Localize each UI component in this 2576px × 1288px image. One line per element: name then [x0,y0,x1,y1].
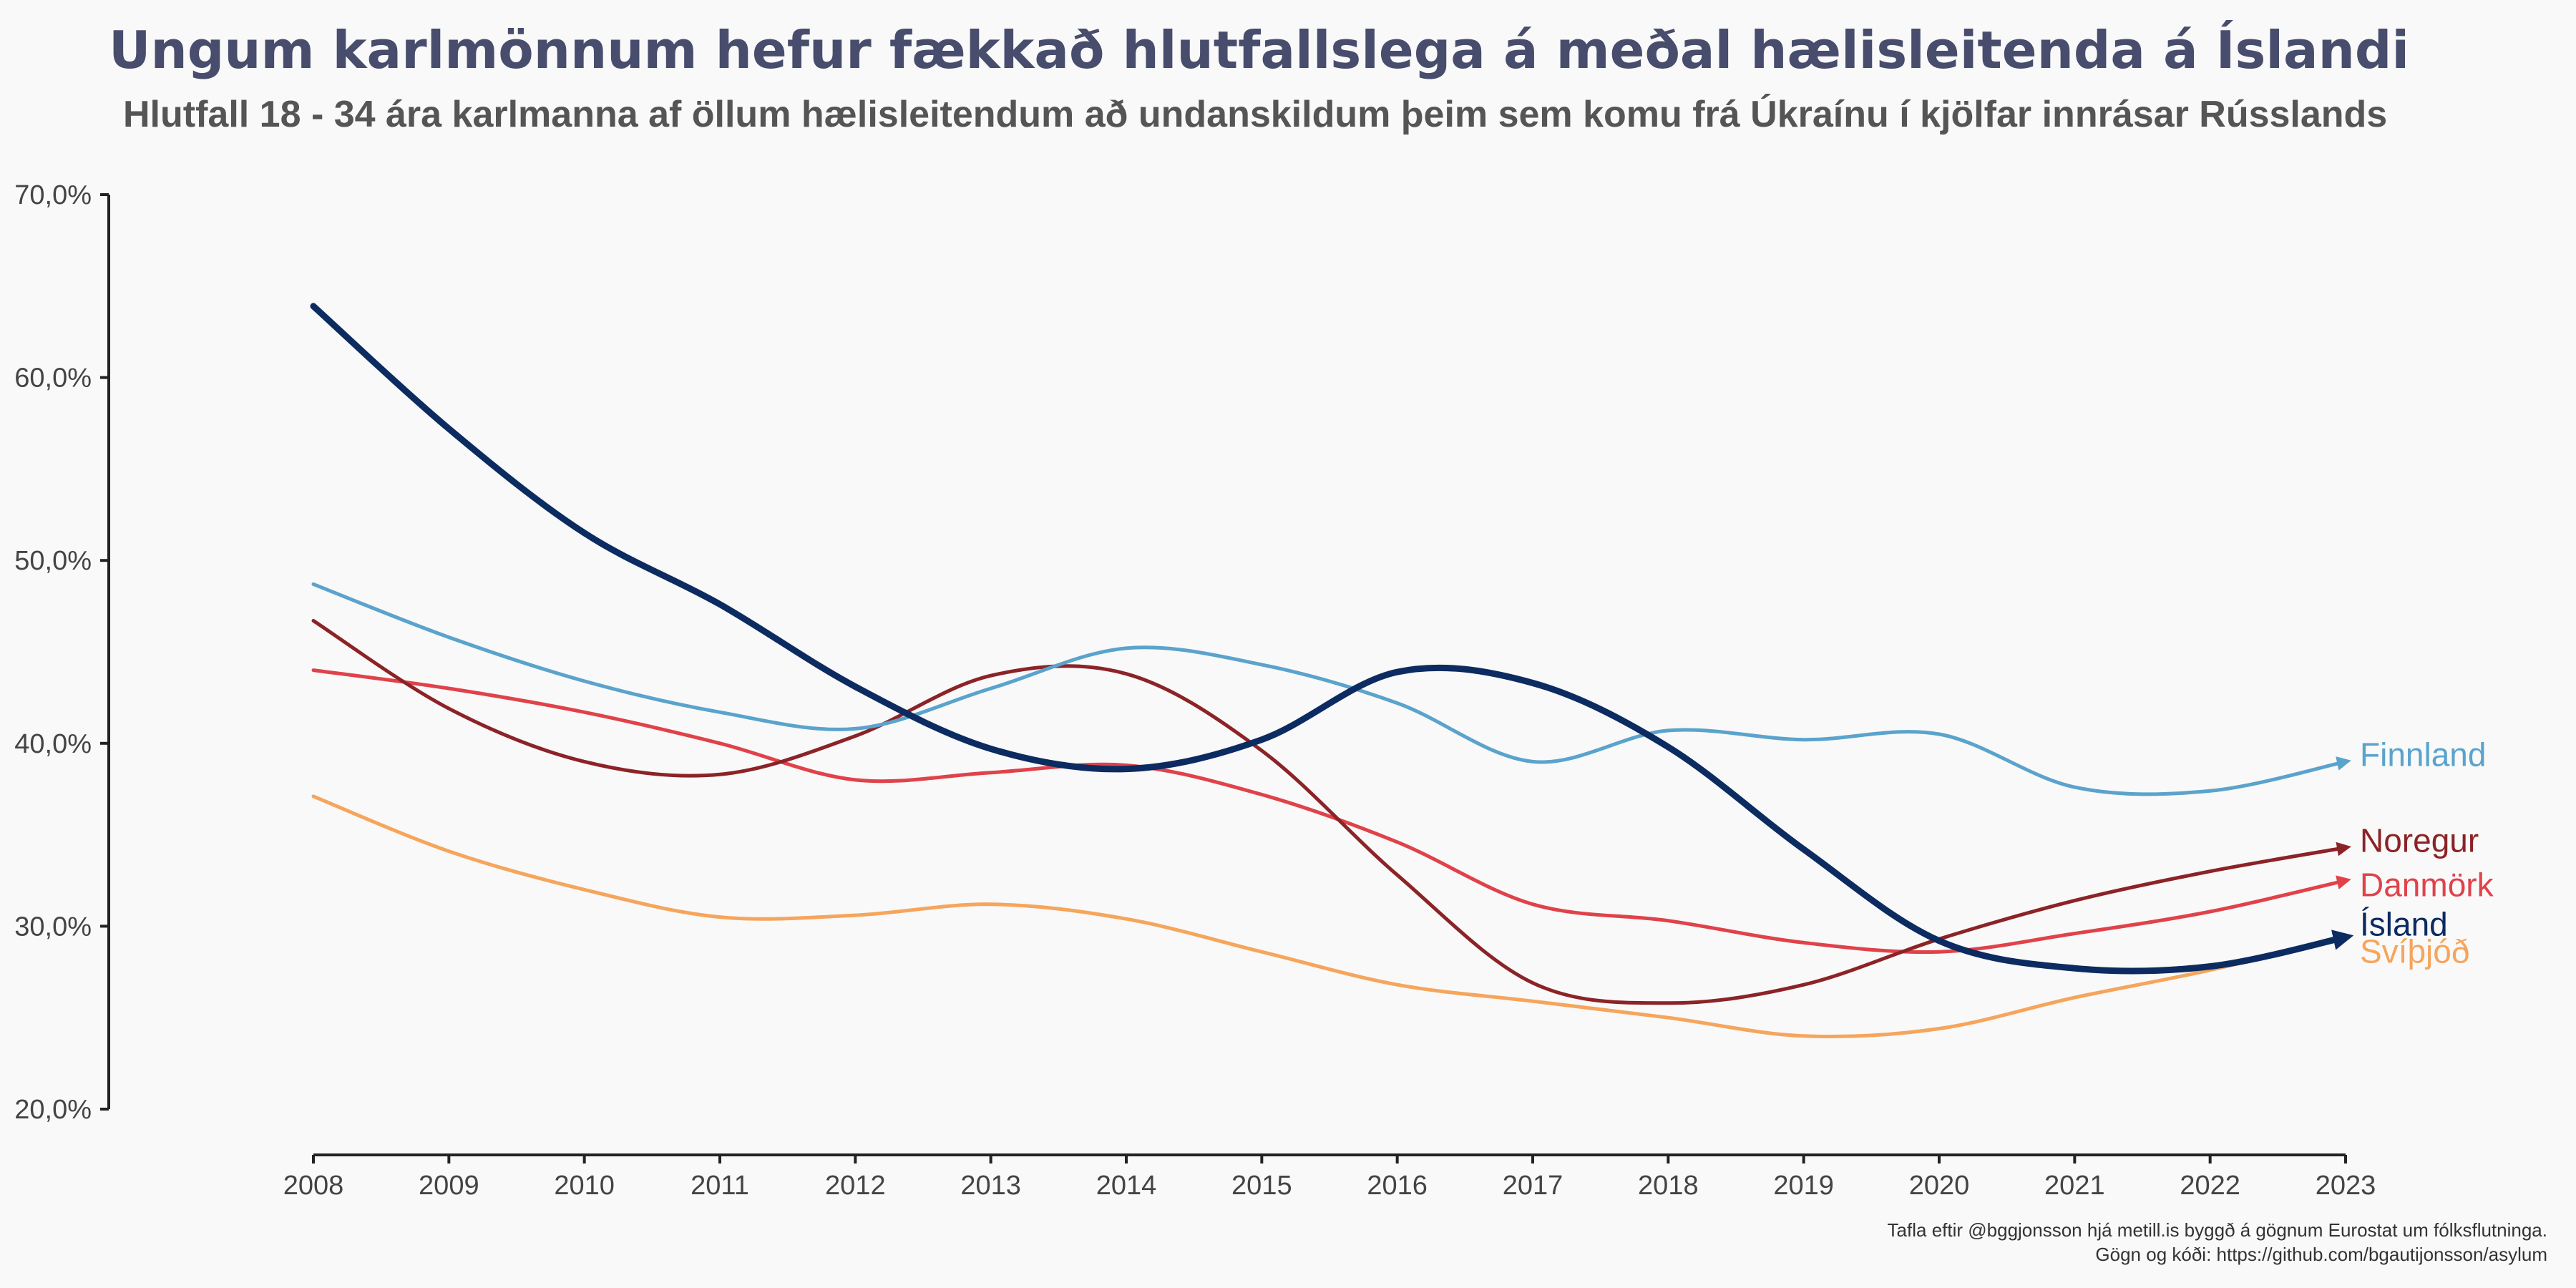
y-tick-label: 30,0% [14,912,92,942]
series-line-4 [310,303,2354,975]
x-tick-label: 2023 [2316,1171,2376,1201]
series-line-0 [311,794,2351,1039]
series-line-1 [311,668,2351,955]
y-tick-label: 50,0% [14,546,92,576]
series-label-0: Svíþjóð [2360,933,2469,970]
x-tick-label: 2008 [283,1171,344,1201]
x-tick-label: 2013 [960,1171,1021,1201]
x-tick-label: 2017 [1503,1171,1563,1201]
series-label-4: Ísland [2360,906,2448,943]
x-tick-label: 2019 [1773,1171,1834,1201]
x-tick-label: 2012 [825,1171,886,1201]
series-layer [310,303,2354,1039]
y-tick-label: 60,0% [14,364,92,394]
series-label-1: Danmörk [2360,867,2494,904]
x-tick-label: 2021 [2044,1171,2105,1201]
x-tick-label: 2010 [554,1171,615,1201]
y-tick-label: 70,0% [14,180,92,210]
series-label-3: Finnland [2360,736,2486,773]
x-axis: 2008 2009 2010 2011 2012 2013 2014 2015 2016 2017… [283,1153,2376,1201]
y-axis: 70,0% 60,0% 50,0% 40,0% 30,0% 20,0% [14,180,110,1125]
x-tick-label: 2014 [1096,1171,1157,1201]
series-label-2: Noregur [2360,821,2479,859]
x-tick-label: 2009 [419,1171,479,1201]
series-labels: Svíþjóð Danmörk Noregur Finnland Ísland [2360,736,2494,970]
x-tick-label: 2016 [1367,1171,1428,1201]
x-tick-label: 2015 [1231,1171,1292,1201]
source-caption: Tafla eftir @bggjonsson hjá metill.is by… [1888,1218,2547,1267]
y-tick-label: 20,0% [14,1095,92,1125]
chart-title: Ungum karlmönnum hefur fækkað hlutfallsl… [109,20,2410,80]
x-tick-label: 2022 [2180,1171,2240,1201]
series-line-3 [311,582,2351,796]
caption-line-1: Tafla eftir @bggjonsson hjá metill.is by… [1887,1219,2547,1241]
series-line-2 [311,619,2351,1005]
x-tick-label: 2020 [1909,1171,1970,1201]
caption-line-2: Gögn og kóði: https://github.com/bgautij… [2095,1244,2547,1265]
y-tick-label: 40,0% [14,729,92,759]
x-tick-label: 2011 [691,1171,749,1201]
x-tick-label: 2018 [1638,1171,1699,1201]
chart-subtitle: Hlutfall 18 - 34 ára karlmanna af öllum … [123,94,2388,135]
